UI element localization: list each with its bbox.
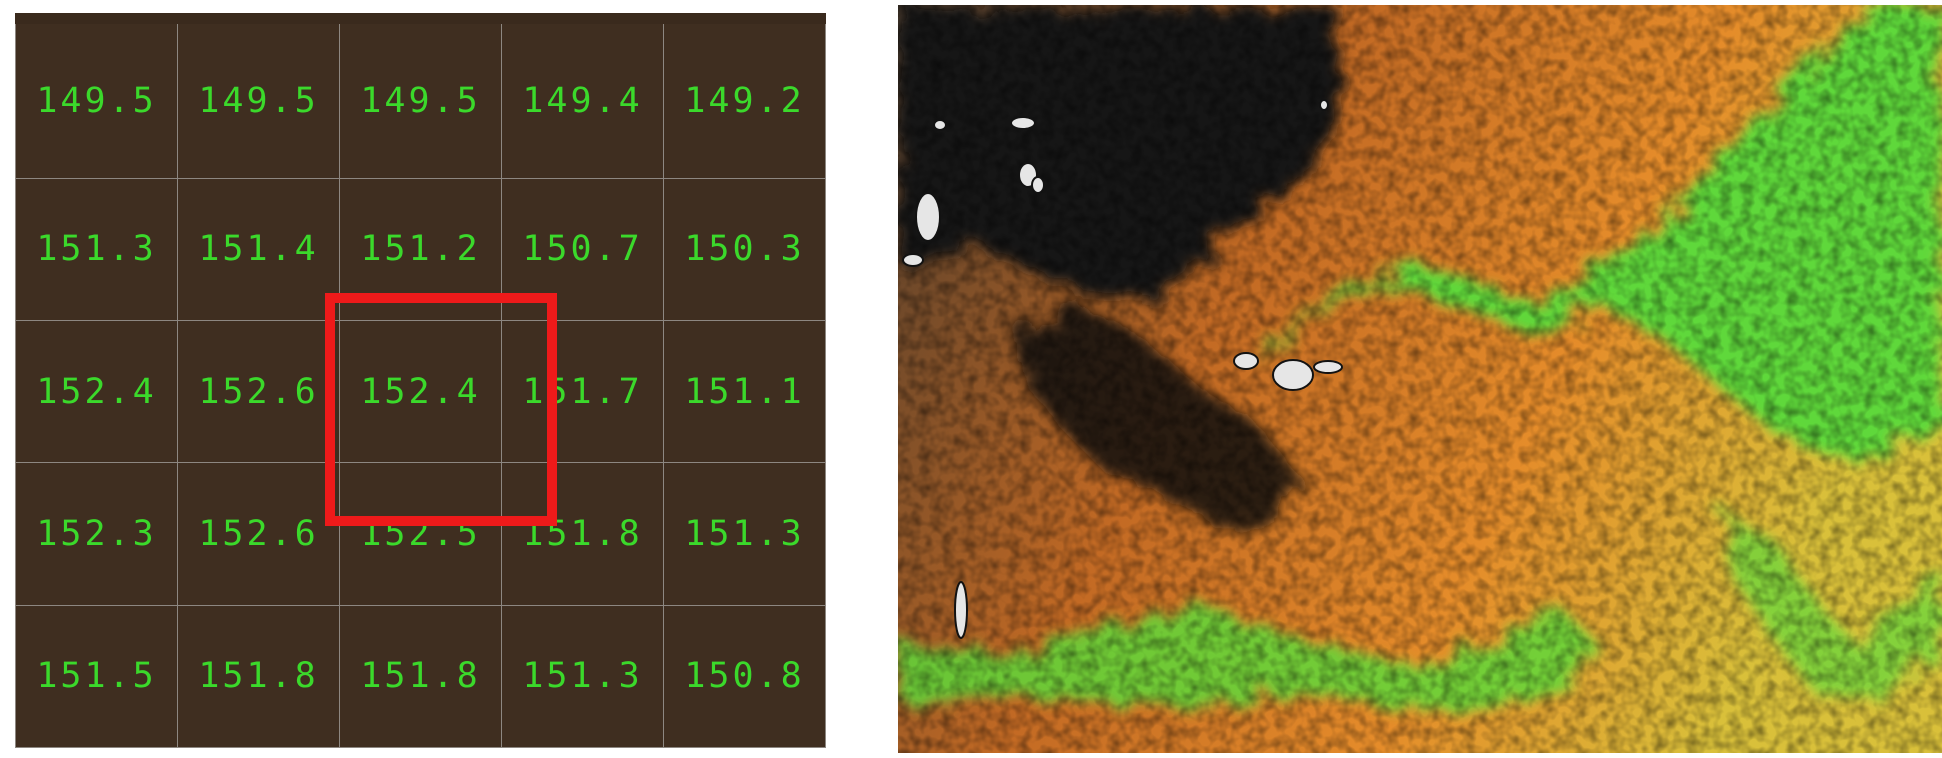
terrain-texture (898, 5, 1942, 753)
grid-row: 152.4 152.6 152.4 151.7 151.1 (15, 319, 826, 464)
elevation-cell: 152.4 (339, 319, 502, 464)
elevation-cell: 149.4 (501, 13, 664, 179)
elevation-cell: 151.4 (177, 177, 340, 322)
elevation-grid: 149.5 149.5 149.5 149.4 149.2 151.3 151.4 151.2… (15, 13, 826, 749)
elevation-cell: 149.2 (663, 13, 826, 179)
elevation-map (898, 5, 1942, 753)
grid-row: 152.3 152.6 152.5 151.8 151.3 (15, 462, 826, 606)
elevation-cell: 149.5 (177, 13, 340, 179)
elevation-cell: 151.8 (177, 604, 340, 749)
grid-row: 151.3 151.4 151.2 150.7 150.3 (15, 177, 826, 322)
elevation-cell: 151.5 (15, 604, 178, 749)
elevation-grid-panel: 149.5 149.5 149.5 149.4 149.2 151.3 151.4 151.2… (15, 13, 826, 749)
elevation-map-panel (898, 5, 1942, 753)
grid-row: 149.5 149.5 149.5 149.4 149.2 (15, 13, 826, 179)
elevation-cell: 149.5 (15, 13, 178, 179)
elevation-cell: 151.1 (663, 319, 826, 464)
elevation-cell: 150.3 (663, 177, 826, 322)
grid-row: 151.5 151.8 151.8 151.3 150.8 (15, 604, 826, 749)
elevation-cell: 151.2 (339, 177, 502, 322)
elevation-cell: 152.4 (15, 319, 178, 464)
elevation-cell: 152.5 (339, 462, 502, 606)
nodata-patches (902, 99, 1343, 639)
elevation-cell: 151.8 (501, 462, 664, 606)
elevation-cell: 152.6 (177, 462, 340, 606)
elevation-cell: 151.3 (663, 462, 826, 606)
elevation-cell: 151.3 (501, 604, 664, 749)
elevation-cell: 152.3 (15, 462, 178, 606)
elevation-cell: 151.3 (15, 177, 178, 322)
elevation-cell: 151.7 (501, 319, 664, 464)
elevation-cell: 150.7 (501, 177, 664, 322)
elevation-cell: 152.6 (177, 319, 340, 464)
elevation-cell: 150.8 (663, 604, 826, 749)
elevation-cell: 149.5 (339, 13, 502, 179)
elevation-cell: 151.8 (339, 604, 502, 749)
